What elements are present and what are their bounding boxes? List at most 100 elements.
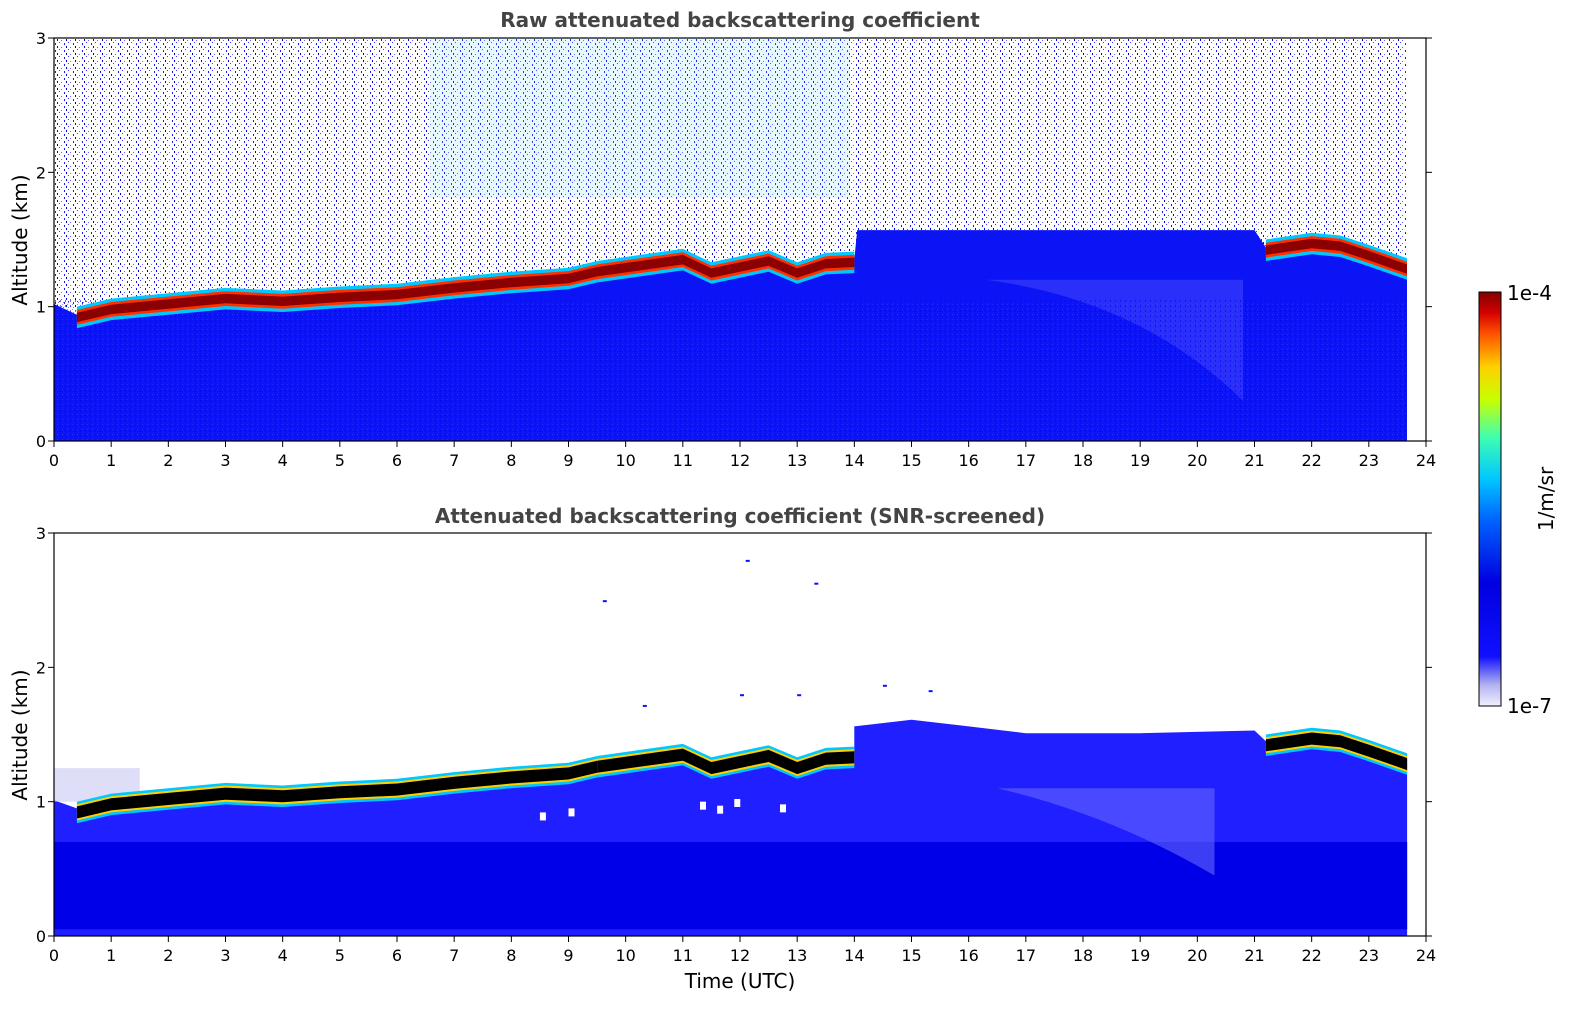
x-tick-label: 12 (730, 451, 750, 470)
x-tick-label: 15 (901, 451, 921, 470)
screened-isolated-point (797, 694, 802, 697)
raw-upper-layer-core (1265, 238, 1408, 274)
y-tick-label: 2 (36, 658, 46, 677)
x-tick-label: 0 (49, 451, 59, 470)
panel-raw-ylabel: Altitude (km) (8, 174, 32, 305)
raw-cyan-band (430, 38, 850, 198)
x-tick-label: 16 (958, 946, 978, 965)
panel-raw-title: Raw attenuated backscattering coefficien… (500, 8, 980, 32)
x-tick-label: 12 (730, 946, 750, 965)
x-tick-label: 18 (1073, 946, 1093, 965)
screened-isolated-points (539, 559, 933, 821)
raw-layer-core (597, 254, 855, 278)
panel-screened-title: Attenuated backscattering coefficient (S… (435, 504, 1045, 528)
x-tick-label: 15 (901, 946, 921, 965)
x-tick-label: 4 (278, 451, 288, 470)
raw-layer-core (76, 267, 598, 323)
x-tick-label: 11 (673, 946, 693, 965)
y-tick-label: 0 (36, 432, 46, 451)
screened-isolated-point (882, 684, 887, 687)
x-tick-label: 20 (1187, 451, 1207, 470)
x-tick-label: 16 (958, 451, 978, 470)
y-tick-label: 0 (36, 927, 46, 946)
colorbar-min-label: 1e-7 (1507, 694, 1552, 718)
x-tick-label: 7 (449, 451, 459, 470)
screened-cloud-layer (76, 727, 1408, 824)
screened-isolated-point (814, 582, 819, 585)
x-tick-label: 19 (1130, 946, 1150, 965)
x-tick-label: 14 (844, 946, 864, 965)
panel-raw-heatmap (54, 38, 1426, 441)
screened-isolated-point (740, 694, 744, 697)
y-tick-label: 1 (36, 298, 46, 317)
x-tick-label: 8 (506, 451, 516, 470)
screened-isolated-point (602, 600, 607, 603)
screened-gap (734, 798, 741, 807)
x-tick-label: 21 (1244, 946, 1264, 965)
panel-raw: Raw attenuated backscattering coefficien… (8, 8, 1436, 470)
x-tick-label: 9 (563, 451, 573, 470)
x-tick-label: 9 (563, 946, 573, 965)
screened-layer-core (1265, 732, 1408, 771)
x-tick-label: 1 (106, 451, 116, 470)
screened-boundary-layer-fill (54, 719, 1408, 936)
x-tick-label: 5 (335, 946, 345, 965)
x-tick-label: 0 (49, 946, 59, 965)
panel-raw-axes: 0 1 2 3 4 5 6 7 8 9 10 11 12 13 14 15 16 17 18 19 20 21 22 23 24… (36, 29, 1436, 470)
x-tick-label: 22 (1301, 451, 1321, 470)
panel-screened-ylabel: Altitude (km) (8, 669, 32, 800)
screened-gap (699, 801, 706, 810)
x-tick-label: 13 (787, 946, 807, 965)
x-tick-label: 10 (615, 946, 635, 965)
y-tick-label: 3 (36, 524, 46, 543)
x-tick-label: 3 (220, 451, 230, 470)
x-tick-label: 14 (844, 451, 864, 470)
colorbar-max-label: 1e-4 (1507, 281, 1552, 305)
x-tick-label: 17 (1016, 451, 1036, 470)
x-tick-label: 17 (1016, 946, 1036, 965)
y-tick-label: 3 (36, 29, 46, 48)
x-tick-label: 4 (278, 946, 288, 965)
colorbar-gradient (1478, 291, 1502, 707)
x-tick-label: 6 (392, 451, 402, 470)
colorbar: 1e-4 1e-7 1/m/sr (1478, 281, 1558, 718)
x-tick-label: 6 (392, 946, 402, 965)
x-tick-label: 20 (1187, 946, 1207, 965)
x-tick-label: 23 (1359, 451, 1379, 470)
screened-layer-core (76, 760, 598, 819)
panel-screened-xlabel: Time (UTC) (684, 969, 796, 993)
x-tick-label: 2 (163, 946, 173, 965)
screened-gap (539, 812, 546, 821)
screened-isolated-point (928, 690, 933, 693)
screened-isolated-point (642, 704, 647, 707)
x-tick-label: 2 (163, 451, 173, 470)
x-tick-label: 23 (1359, 946, 1379, 965)
screened-layer-core (597, 748, 855, 775)
colorbar-unit-label: 1/m/sr (1534, 466, 1558, 531)
x-tick-label: 22 (1301, 946, 1321, 965)
screened-gap (717, 805, 724, 814)
screened-gap (780, 804, 787, 813)
y-tick-label: 2 (36, 163, 46, 182)
screened-light-zone (997, 788, 1215, 876)
x-tick-label: 1 (106, 946, 116, 965)
x-tick-label: 19 (1130, 451, 1150, 470)
panel-screened-axes: 0 1 2 3 4 5 6 7 8 9 10 11 12 13 14 15 16 17 18 19 20 21 22 23 24… (36, 524, 1436, 965)
x-tick-label: 21 (1244, 451, 1264, 470)
x-tick-label: 13 (787, 451, 807, 470)
x-tick-label: 10 (615, 451, 635, 470)
x-tick-label: 8 (506, 946, 516, 965)
screened-gap (568, 808, 575, 817)
raw-lower-speckle (54, 300, 1407, 441)
x-tick-label: 11 (673, 451, 693, 470)
raw-cloud-layer (76, 232, 1408, 329)
x-tick-label: 3 (220, 946, 230, 965)
screened-isolated-point (745, 559, 750, 562)
y-tick-label: 1 (36, 793, 46, 812)
x-tick-label: 5 (335, 451, 345, 470)
x-tick-label: 7 (449, 946, 459, 965)
x-tick-label: 24 (1416, 946, 1436, 965)
x-tick-label: 18 (1073, 451, 1093, 470)
panel-screened-heatmap (54, 533, 1426, 936)
